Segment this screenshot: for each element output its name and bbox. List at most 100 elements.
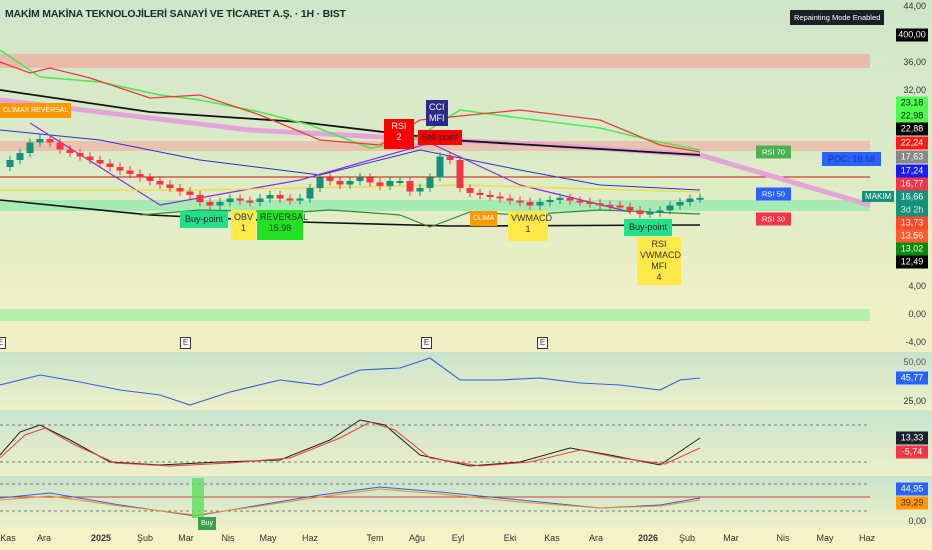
buy-bar [192,478,204,518]
candle [666,205,674,211]
price-tick: 0,00 [908,309,926,319]
time-tick: Ara [588,533,604,543]
obv-num: 1 [240,223,246,233]
rsi-70-tag: RSI 70 [756,145,791,159]
multi-signal-label[interactable]: RSI VWMACD MFI 4 [637,237,681,285]
candle [646,212,654,215]
price-tag: 17,24 [896,164,928,178]
candle [476,192,484,195]
price-tag: 3d 2h [896,203,928,217]
price-tag: 22,24 [896,136,928,150]
stoch-k [0,419,701,467]
candle [656,210,664,213]
candle [76,153,84,157]
time-tick: Nis [776,533,790,543]
rsi-panel [0,352,932,410]
earnings-marker[interactable]: E [0,337,6,349]
candle [316,177,324,188]
price-tag: 17,63 [896,150,928,164]
multi-num: 4 [656,272,662,282]
rsi-num: 2 [396,132,402,142]
price-tag: 23,18 [896,96,928,110]
candle [606,204,614,207]
time-tick: Eki [503,533,517,543]
vwmacd-label[interactable]: VWMACD 1 [508,211,552,241]
blue-ma [0,129,701,191]
stoch-d-tag: -5,74 [896,445,928,459]
candle [226,198,234,202]
buy-point-label[interactable]: Buy-point [180,211,229,228]
candle [236,198,244,201]
candle [376,182,384,186]
repainting-badge: Repainting Mode Enabled [790,10,885,25]
obv-label[interactable]: OBV 1 [231,210,256,240]
earnings-marker[interactable]: E [180,337,191,349]
resistance-zone-36 [0,54,870,68]
vwmacd-text: VWMACD [511,213,552,223]
time-tick: Mar [178,533,194,543]
price-tick: 44,00 [903,1,926,11]
candle [576,200,584,203]
price-tag: 13,02 [896,242,928,256]
candle [676,202,684,206]
vwmacd-num: 1 [525,224,531,234]
multi-mfi: MFI [651,261,667,271]
candle [136,174,144,178]
time-tick: Kas [0,533,16,543]
candle [456,160,464,188]
poc-label: POC: 19.68 [822,152,882,166]
ma-band-ext [699,152,871,208]
candle [66,149,74,153]
candle [146,177,154,181]
earnings-marker[interactable]: E [421,337,432,349]
candle [36,139,44,143]
reversal-label[interactable]: REVERSAL 15.98 [257,210,308,240]
rsi-signal-label[interactable]: RSI 2 [384,119,414,149]
candle [106,163,114,167]
candle [536,202,544,206]
symbol-tag: MAKIM [862,191,895,202]
candle [506,198,514,201]
candle [696,197,704,200]
price-tag: 22,98 [896,109,928,123]
time-tick: 2026 [637,533,659,543]
candle [336,181,344,185]
candle [546,199,554,202]
candle [176,188,184,192]
cci-mfi-label[interactable]: CCI MFI [426,100,448,126]
time-tick: Şub [678,533,696,543]
buy-bottom-label[interactable]: Buy [198,517,217,530]
earnings-marker[interactable]: E [537,337,548,349]
time-tick: Eyl [451,533,465,543]
candle [556,197,564,200]
candle [596,203,604,206]
price-tag: 400,00 [896,28,928,42]
time-tick: Tem [366,533,384,543]
climax-label[interactable]: CLIMA [470,211,498,226]
buy-point-label-2[interactable]: Buy-point [624,219,673,236]
zero-band [0,309,870,321]
time-tick: May [816,533,834,543]
candle [516,200,524,203]
candle [526,202,534,206]
candle [126,170,134,174]
reversal-text: REVERSAL [260,212,309,222]
candle [346,181,354,185]
yellow-line [0,184,701,193]
candle [206,202,214,206]
candle [426,177,434,188]
price-tick: 4,00 [908,281,926,291]
climax-reversal-label[interactable]: CLIMAX REVERSAL [0,103,72,118]
candle [286,198,294,201]
candle [356,177,364,181]
candle [166,184,174,188]
candle [616,205,624,208]
candle [296,198,304,201]
stoch-d [0,421,701,467]
sell-point-label[interactable]: Sell-point [418,130,462,145]
zigzag [29,122,631,213]
time-tick: Şub [136,533,154,543]
chart-title: MAKİM MAKİNA TEKNOLOJİLERİ SANAYİ VE TİC… [5,8,346,20]
rsi-value-tag: 45,77 [896,371,928,385]
